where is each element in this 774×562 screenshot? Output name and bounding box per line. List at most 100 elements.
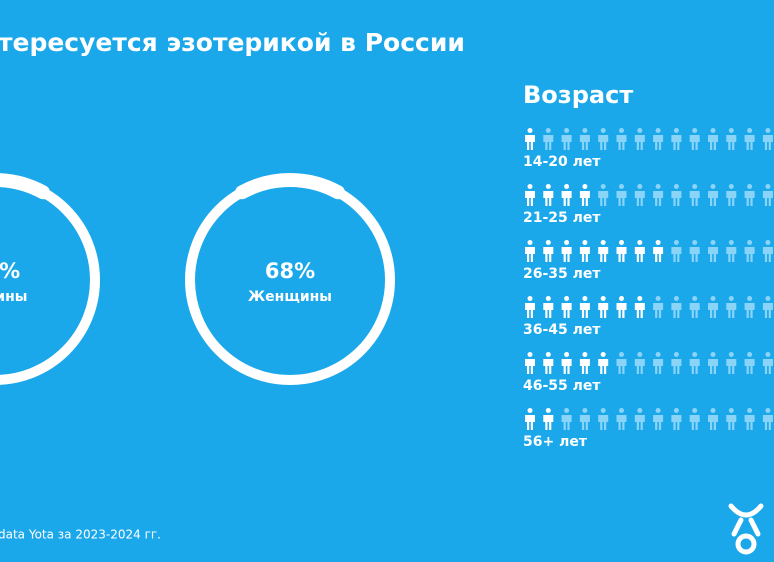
person-empty [671, 352, 682, 374]
person-head [600, 128, 606, 133]
person-filled [525, 128, 535, 150]
person-filled [525, 408, 535, 430]
person-filled [579, 296, 590, 318]
person-body [726, 135, 737, 150]
person-empty [689, 128, 700, 150]
person-empty [726, 128, 737, 150]
person-body [744, 191, 755, 206]
person-empty [653, 128, 664, 150]
person-empty [579, 408, 590, 430]
person-body [671, 303, 682, 318]
person-head [747, 184, 753, 189]
person-head [600, 184, 606, 189]
person-body [671, 247, 682, 262]
person-body [616, 415, 627, 430]
person-head [582, 240, 588, 245]
person-head [710, 352, 716, 357]
person-empty [762, 128, 773, 150]
person-body [525, 247, 535, 262]
person-head [710, 296, 716, 301]
person-body [689, 247, 700, 262]
person-head [655, 128, 661, 133]
person-head [692, 352, 698, 357]
person-head [619, 352, 624, 357]
person-head [673, 240, 679, 245]
person-head [564, 352, 570, 357]
donut-ring [0, 175, 100, 385]
person-filled [561, 352, 572, 374]
person-head [765, 128, 771, 133]
person-head [545, 296, 551, 301]
person-body [598, 135, 609, 150]
person-head [619, 240, 624, 245]
person-filled [598, 296, 609, 318]
person-body [689, 415, 700, 430]
person-body [708, 135, 718, 150]
person-head [692, 408, 698, 413]
person-head [564, 408, 570, 413]
person-empty [561, 128, 572, 150]
person-empty [744, 408, 755, 430]
person-head [692, 128, 698, 133]
person-body [543, 191, 554, 206]
person-head [728, 128, 734, 133]
person-head [527, 240, 533, 245]
person-head [619, 128, 624, 133]
person-body [744, 135, 755, 150]
person-body [726, 303, 737, 318]
person-empty [689, 296, 700, 318]
person-filled [525, 352, 535, 374]
person-head [728, 296, 734, 301]
person-head [619, 184, 624, 189]
person-body [561, 415, 572, 430]
person-empty [579, 128, 590, 150]
person-body [689, 359, 700, 374]
person-body [634, 247, 645, 262]
person-empty [708, 240, 718, 262]
person-body [689, 303, 700, 318]
person-head [765, 296, 771, 301]
person-head [582, 128, 588, 133]
person-head [747, 408, 753, 413]
person-head [545, 184, 551, 189]
person-empty [726, 352, 737, 374]
person-filled [543, 240, 554, 262]
person-body [744, 359, 755, 374]
person-head [747, 128, 753, 133]
person-body [616, 191, 627, 206]
person-body [726, 359, 737, 374]
person-head [728, 352, 734, 357]
person-body [543, 359, 554, 374]
person-body [689, 135, 700, 150]
age-label: 26-35 лет [523, 266, 601, 282]
person-empty [689, 184, 700, 206]
person-body [579, 191, 590, 206]
person-body [653, 191, 664, 206]
person-head [747, 240, 753, 245]
person-head [692, 296, 698, 301]
person-head [582, 352, 588, 357]
person-head [582, 184, 588, 189]
person-body [579, 247, 590, 262]
person-empty [598, 408, 609, 430]
person-empty [762, 408, 773, 430]
person-filled [579, 240, 590, 262]
person-body [653, 135, 664, 150]
person-empty [744, 296, 755, 318]
person-filled [653, 240, 664, 262]
person-head [765, 240, 771, 245]
person-head [564, 296, 570, 301]
person-head [765, 352, 771, 357]
person-head [673, 128, 679, 133]
person-filled [525, 296, 535, 318]
person-empty [598, 184, 609, 206]
person-empty [726, 240, 737, 262]
person-body [525, 303, 535, 318]
person-head [673, 352, 679, 357]
person-empty [671, 128, 682, 150]
person-body [525, 191, 535, 206]
yota-logo [728, 503, 764, 555]
person-body [598, 247, 609, 262]
person-head [765, 184, 771, 189]
person-body [671, 415, 682, 430]
